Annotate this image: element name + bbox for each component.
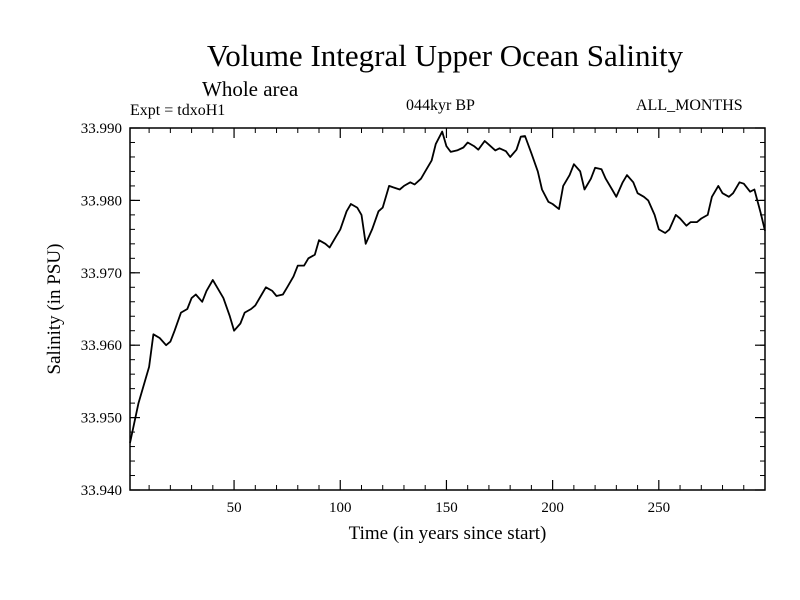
period-label: 044kyr BP — [406, 97, 475, 114]
y-tick-label: 33.940 — [81, 483, 122, 499]
y-axis-label: Salinity (in PSU) — [44, 244, 65, 375]
experiment-label: Expt = tdxoH1 — [130, 102, 226, 119]
salinity-series-line — [129, 130, 766, 444]
y-tick-label: 33.990 — [81, 121, 122, 137]
x-tick-label: 100 — [329, 500, 352, 516]
x-tick-label: 200 — [541, 500, 564, 516]
plot-frame — [129, 127, 766, 491]
y-tick-label: 33.960 — [81, 338, 122, 354]
y-tick-label: 33.980 — [81, 193, 122, 209]
months-label: ALL_MONTHS — [636, 97, 743, 114]
x-tick-label: 250 — [648, 500, 671, 516]
x-tick-labels: 50 100 150 200 250 — [227, 500, 670, 516]
x-axis-label: Time (in years since start) — [349, 523, 547, 544]
chart-title: Volume Integral Upper Ocean Salinity — [206, 38, 684, 73]
axis-ticks — [130, 127, 765, 491]
x-tick-label: 50 — [227, 500, 242, 516]
y-tick-labels: 33.940 33.950 33.960 33.970 33.980 33.990 — [81, 121, 122, 499]
y-tick-label: 33.970 — [81, 266, 122, 282]
x-tick-label: 150 — [435, 500, 458, 516]
chart-subtitle: Whole area — [202, 77, 299, 101]
y-tick-label: 33.950 — [81, 411, 122, 427]
